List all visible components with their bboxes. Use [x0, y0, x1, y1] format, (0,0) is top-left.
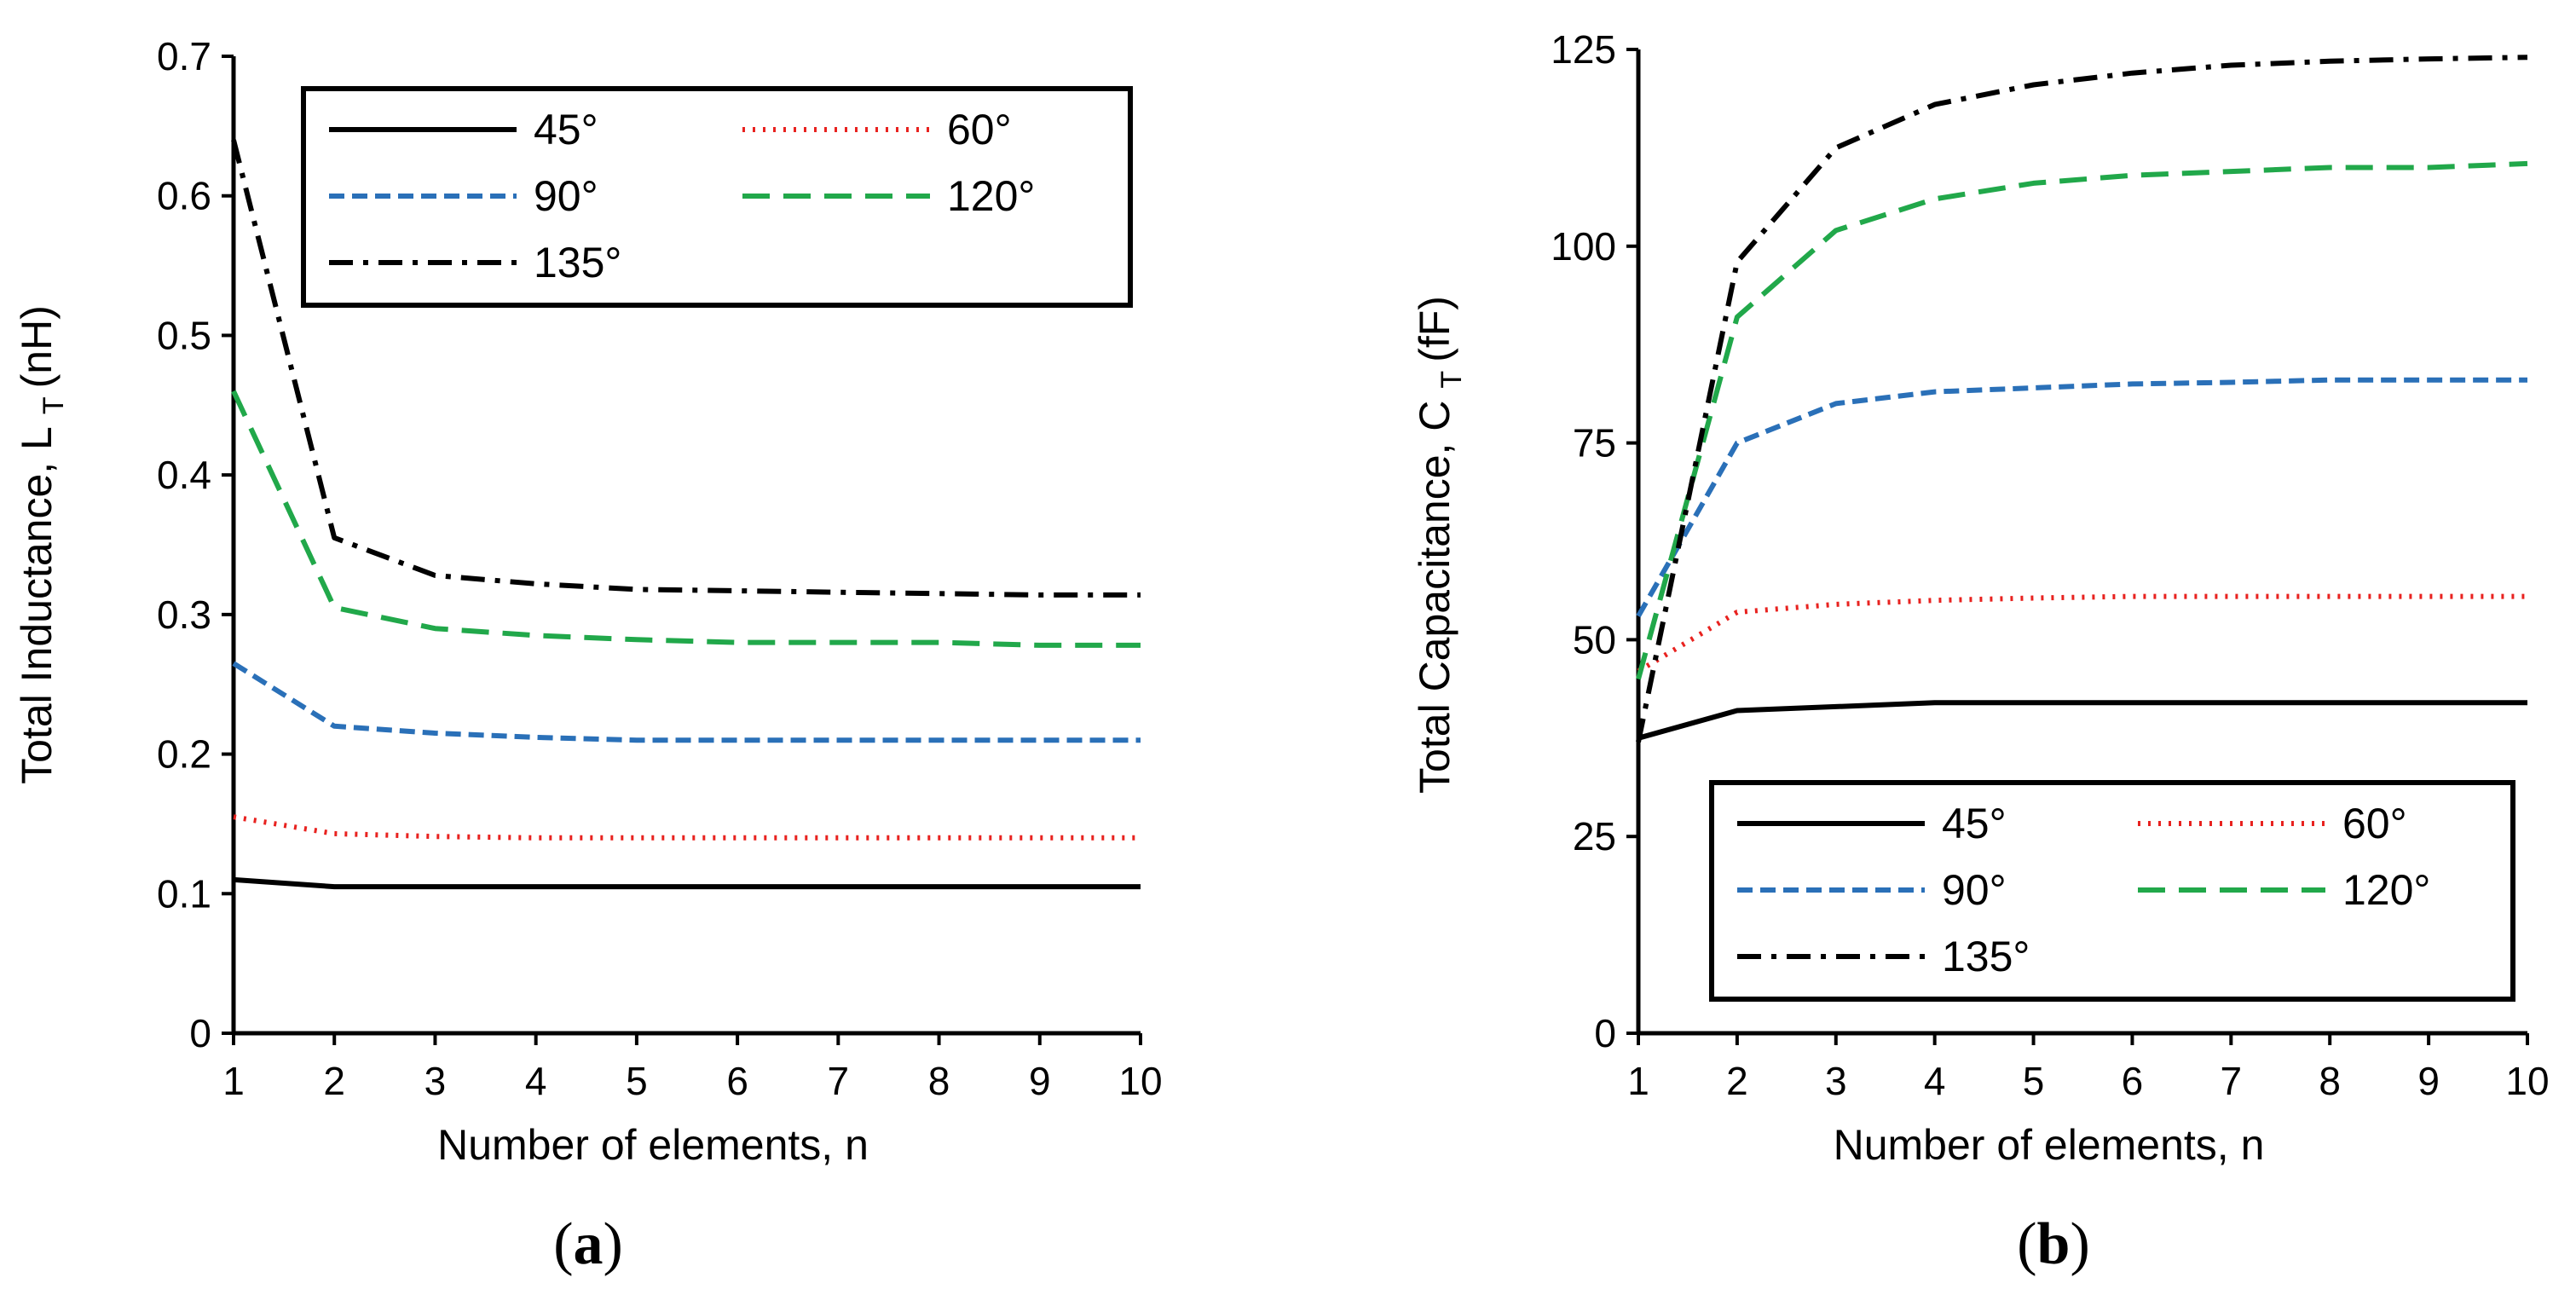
- y-axis-label-unit: (fF): [1411, 296, 1458, 362]
- y-tick-label: 50: [1573, 617, 1616, 662]
- y-tick-label: 25: [1573, 814, 1616, 858]
- chart-panel-a: 0 0.1 0.2 0.3 0.4 0.5 0.6 0.7 1 2 3 4 5 6 7 8 9 10 Number …: [13, 34, 1163, 1277]
- y-tick-label: 75: [1573, 421, 1616, 465]
- y-tick-label: 125: [1551, 27, 1616, 72]
- x-tick-label: 1: [1627, 1059, 1649, 1103]
- x-axis-label: Number of elements, n: [437, 1121, 869, 1169]
- series-line-120deg: [231, 390, 1141, 648]
- x-tick-label: 2: [323, 1059, 345, 1103]
- y-axis-label-main: Total Inductance, L: [13, 426, 61, 784]
- y-tick-label: 0.1: [157, 871, 211, 916]
- y-tick-label: 0.5: [157, 313, 211, 357]
- y-tick-label: 0.6: [157, 174, 211, 218]
- x-tick-label: 10: [1118, 1059, 1162, 1103]
- x-tick-label: 1: [222, 1059, 245, 1103]
- y-axis-label: Total Inductance, L T (nH): [13, 305, 70, 784]
- legend-label: 135°: [534, 239, 621, 286]
- caption-open: (: [2017, 1211, 2036, 1277]
- y-tick-label: 0: [1594, 1011, 1616, 1055]
- x-tick-label: 8: [928, 1059, 950, 1103]
- series-line-120deg: [1636, 160, 2528, 680]
- y-axis-label-subscript: T: [1435, 371, 1468, 389]
- series-line-45deg: [1637, 700, 2527, 741]
- y-axis-label-unit: (nH): [13, 305, 61, 388]
- caption-close: ): [604, 1211, 623, 1277]
- y-tick-label: 0.7: [157, 34, 211, 78]
- y-axis-label: Total Capacitance, C T (fF): [1411, 296, 1468, 794]
- x-tick-label: 10: [2505, 1059, 2549, 1103]
- caption-letter: a: [574, 1211, 604, 1277]
- legend-label: 120°: [947, 172, 1035, 220]
- series-line-90deg: [232, 661, 1141, 743]
- caption-open: (: [553, 1211, 573, 1277]
- series-line-60deg: [233, 814, 1141, 841]
- x-tick-label: 4: [525, 1059, 547, 1103]
- series-line-45deg: [233, 876, 1141, 890]
- x-tick-label: 5: [2023, 1059, 2045, 1103]
- legend-label: 120°: [2342, 866, 2430, 914]
- chart-panel-b: 0 25 50 75 100 125 1 2 3 4 5 6 7 8 9 10 Number of elemen…: [1411, 27, 2550, 1277]
- series-line-135deg: [231, 139, 1141, 598]
- x-tick-label: 2: [1726, 1059, 1748, 1103]
- x-axis-label: Number of elements, n: [1834, 1121, 2265, 1169]
- series-line-90deg: [1636, 377, 2527, 618]
- y-tick-label: 0: [189, 1011, 211, 1055]
- legend-box: [1709, 780, 2515, 1002]
- x-tick-label: 6: [726, 1059, 748, 1103]
- legend-label: 45°: [1942, 800, 2007, 847]
- x-tick-label: 8: [2319, 1059, 2341, 1103]
- panel-caption: (b): [2017, 1211, 2090, 1277]
- x-tick-label: 3: [425, 1059, 447, 1103]
- legend-box: [301, 86, 1133, 308]
- x-tick-label: 5: [626, 1059, 648, 1103]
- panel-caption: (a): [553, 1211, 623, 1277]
- x-tick-label: 6: [2122, 1059, 2144, 1103]
- legend-label: 60°: [2342, 800, 2407, 847]
- caption-close: ): [2070, 1211, 2089, 1277]
- x-tick-label: 4: [1924, 1059, 1946, 1103]
- x-tick-label: 7: [828, 1059, 850, 1103]
- x-tick-label: 9: [2417, 1059, 2440, 1103]
- y-tick-label: 0.2: [157, 732, 211, 777]
- series-line-60deg: [1637, 593, 2527, 673]
- legend-label: 90°: [1942, 866, 2007, 914]
- y-axis-label-subscript: T: [38, 396, 70, 414]
- x-tick-label: 9: [1029, 1059, 1051, 1103]
- y-tick-label: 0.4: [157, 453, 211, 497]
- legend-label: 90°: [534, 172, 598, 220]
- x-tick-label: 7: [2221, 1059, 2243, 1103]
- y-tick-label: 0.3: [157, 592, 211, 637]
- y-tick-label: 100: [1551, 224, 1616, 269]
- y-axis-label-main: Total Capacitance, C: [1411, 401, 1458, 794]
- caption-letter: b: [2037, 1211, 2071, 1277]
- x-tick-label: 3: [1825, 1059, 1847, 1103]
- legend-label: 135°: [1942, 933, 2030, 980]
- legend-label: 45°: [534, 106, 598, 153]
- series-line-135deg: [1636, 55, 2528, 743]
- legend-label: 60°: [947, 106, 1012, 153]
